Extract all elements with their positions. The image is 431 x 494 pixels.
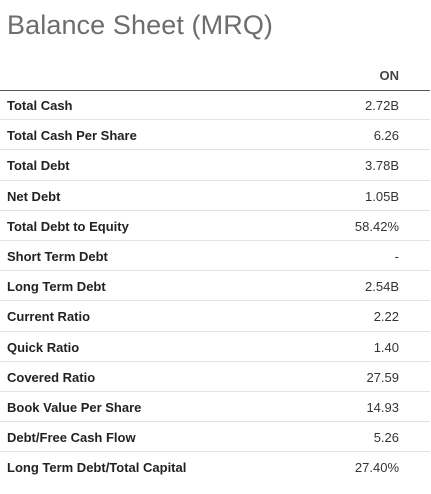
table-row: Debt/Free Cash Flow 5.26 [0, 422, 430, 453]
metrics-table: Total Cash 2.72B Total Cash Per Share 6.… [0, 90, 430, 482]
table-row: Long Term Debt/Total Capital 27.40% [0, 452, 430, 482]
row-value: 27.40% [354, 460, 399, 476]
table-row: Total Cash 2.72B [0, 90, 430, 121]
table-row: Total Cash Per Share 6.26 [0, 120, 430, 151]
table-row: Net Debt 1.05B [0, 181, 430, 211]
row-label: Book Value Per Share [7, 399, 142, 415]
row-label: Debt/Free Cash Flow [7, 430, 136, 446]
row-value: - [394, 248, 399, 264]
table-row: Short Term Debt - [0, 241, 430, 272]
row-label: Total Debt to Equity [7, 218, 129, 234]
row-label: Total Cash Per Share [7, 128, 137, 144]
row-label: Long Term Debt/Total Capital [7, 460, 187, 476]
row-value: 1.40 [373, 339, 399, 355]
table-row: Book Value Per Share 14.93 [0, 392, 430, 423]
column-header-ticker: ON [379, 68, 400, 83]
row-value: 6.26 [373, 128, 399, 144]
row-label: Short Term Debt [7, 248, 108, 264]
table-row: Total Debt to Equity 58.42% [0, 211, 430, 241]
row-value: 2.22 [373, 309, 399, 325]
row-label: Quick Ratio [7, 339, 80, 355]
row-label: Current Ratio [7, 309, 91, 325]
row-value: 1.05B [365, 188, 399, 204]
table-row: Quick Ratio 1.40 [0, 332, 430, 362]
row-label: Total Debt [7, 158, 70, 174]
row-label: Net Debt [7, 188, 61, 204]
row-value: 3.78B [365, 158, 399, 174]
row-label: Total Cash [7, 98, 73, 113]
table-row: Total Debt 3.78B [0, 150, 430, 181]
table-header: ON [0, 64, 430, 91]
table-row: Covered Ratio 27.59 [0, 362, 430, 392]
table-row: Current Ratio 2.22 [0, 301, 430, 332]
row-value: 5.26 [373, 430, 399, 446]
row-label: Covered Ratio [7, 369, 96, 385]
row-value: 58.42% [354, 218, 399, 234]
page-title: Balance Sheet (MRQ) [7, 10, 274, 40]
row-label: Long Term Debt [7, 279, 106, 295]
row-value: 14.93 [366, 399, 399, 415]
row-value: 2.54B [365, 279, 399, 295]
row-value: 27.59 [366, 369, 399, 385]
table-row: Long Term Debt 2.54B [0, 271, 430, 302]
row-value: 2.72B [365, 98, 399, 113]
